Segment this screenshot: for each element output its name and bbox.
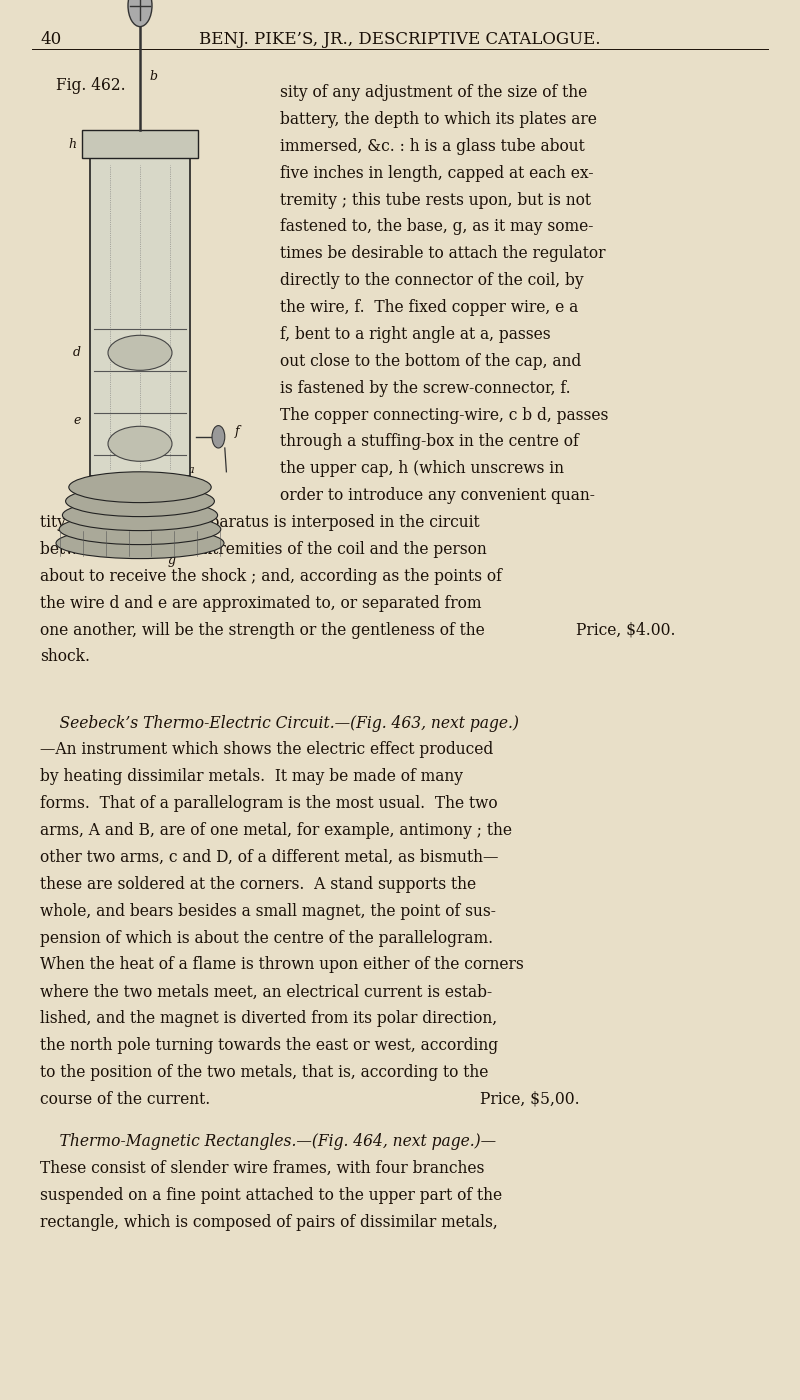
Text: sity of any adjustment of the size of the: sity of any adjustment of the size of th… [280,84,587,101]
Ellipse shape [108,426,172,462]
Text: g: g [168,554,176,567]
Text: the wire, f.  The fixed copper wire, e a: the wire, f. The fixed copper wire, e a [280,300,578,316]
Text: to the position of the two metals, that is, according to the: to the position of the two metals, that … [40,1064,488,1081]
Text: b: b [150,70,158,84]
FancyBboxPatch shape [82,130,198,158]
Text: the upper cap, h (which unscrews in: the upper cap, h (which unscrews in [280,461,564,477]
Text: the wire d and e are approximated to, or separated from: the wire d and e are approximated to, or… [40,595,482,612]
Text: Seebeck’s Thermo-Electric Circuit.—(Fig. 463, next page.): Seebeck’s Thermo-Electric Circuit.—(Fig.… [40,714,519,732]
Text: the north pole turning towards the east or west, according: the north pole turning towards the east … [40,1037,498,1054]
Ellipse shape [69,472,211,503]
Text: order to introduce any convenient quan-: order to introduce any convenient quan- [280,487,595,504]
Text: arms, A and B, are of one metal, for example, antimony ; the: arms, A and B, are of one metal, for exa… [40,822,512,839]
Text: these are soldered at the corners.  A stand supports the: these are soldered at the corners. A sta… [40,876,476,893]
Text: course of the current.: course of the current. [40,1091,210,1107]
Text: tremity ; this tube rests upon, but is not: tremity ; this tube rests upon, but is n… [280,192,591,209]
Text: directly to the connector of the coil, by: directly to the connector of the coil, b… [280,272,584,290]
Text: a: a [188,465,194,475]
Text: suspended on a fine point attached to the upper part of the: suspended on a fine point attached to th… [40,1187,502,1204]
Text: is fastened by the screw-connector, f.: is fastened by the screw-connector, f. [280,379,570,396]
FancyBboxPatch shape [90,158,190,476]
Text: out close to the bottom of the cap, and: out close to the bottom of the cap, and [280,353,582,370]
Text: times be desirable to attach the regulator: times be desirable to attach the regulat… [280,245,606,262]
Ellipse shape [66,486,214,517]
Text: immersed, &c. : h is a glass tube about: immersed, &c. : h is a glass tube about [280,137,585,155]
Text: five inches in length, capped at each ex-: five inches in length, capped at each ex… [280,165,594,182]
Text: The copper connecting-wire, c b d, passes: The copper connecting-wire, c b d, passe… [280,406,608,424]
Text: Thermo-Magnetic Rectangles.—(Fig. 464, next page.)—: Thermo-Magnetic Rectangles.—(Fig. 464, n… [40,1133,496,1149]
Text: rectangle, which is composed of pairs of dissimilar metals,: rectangle, which is composed of pairs of… [40,1214,498,1231]
Text: f, bent to a right angle at a, passes: f, bent to a right angle at a, passes [280,326,550,343]
Ellipse shape [56,528,224,559]
Text: e: e [74,413,81,427]
Text: tity of water).  The apparatus is interposed in the circuit: tity of water). The apparatus is interpo… [40,514,480,531]
Text: h: h [68,137,76,151]
Circle shape [128,0,152,27]
Ellipse shape [59,514,221,545]
Text: BENJ. PIKE’S, JR., DESCRIPTIVE CATALOGUE.: BENJ. PIKE’S, JR., DESCRIPTIVE CATALOGUE… [199,31,601,48]
Text: Price, $4.00.: Price, $4.00. [576,622,675,638]
Text: d: d [73,346,81,360]
Text: through a stuffing-box in the centre of: through a stuffing-box in the centre of [280,434,578,451]
Text: pension of which is about the centre of the parallelogram.: pension of which is about the centre of … [40,930,493,946]
Text: When the heat of a flame is thrown upon either of the corners: When the heat of a flame is thrown upon … [40,956,524,973]
Text: by heating dissimilar metals.  It may be made of many: by heating dissimilar metals. It may be … [40,769,463,785]
Text: where the two metals meet, an electrical current is estab-: where the two metals meet, an electrical… [40,983,492,1001]
Text: 40: 40 [40,31,62,48]
Text: Fig. 462.: Fig. 462. [56,77,126,94]
Text: between one of the extremities of the coil and the person: between one of the extremities of the co… [40,540,486,559]
Text: forms.  That of a parallelogram is the most usual.  The two: forms. That of a parallelogram is the mo… [40,795,498,812]
Text: f: f [234,424,239,438]
Text: shock.: shock. [40,648,90,665]
Text: one another, will be the strength or the gentleness of the: one another, will be the strength or the… [40,622,485,638]
Text: lished, and the magnet is diverted from its polar direction,: lished, and the magnet is diverted from … [40,1011,497,1028]
Text: These consist of slender wire frames, with four branches: These consist of slender wire frames, wi… [40,1159,484,1177]
Ellipse shape [62,500,218,531]
Text: whole, and bears besides a small magnet, the point of sus-: whole, and bears besides a small magnet,… [40,903,496,920]
Text: other two arms, c and D, of a different metal, as bismuth—: other two arms, c and D, of a different … [40,848,498,867]
Text: —An instrument which shows the electric effect produced: —An instrument which shows the electric … [40,742,494,759]
Ellipse shape [108,335,172,370]
Text: fastened to, the base, g, as it may some-: fastened to, the base, g, as it may some… [280,218,594,235]
Text: Price, $5,00.: Price, $5,00. [480,1091,580,1107]
Text: battery, the depth to which its plates are: battery, the depth to which its plates a… [280,111,597,127]
Text: about to receive the shock ; and, according as the points of: about to receive the shock ; and, accord… [40,568,502,585]
Circle shape [212,426,225,448]
